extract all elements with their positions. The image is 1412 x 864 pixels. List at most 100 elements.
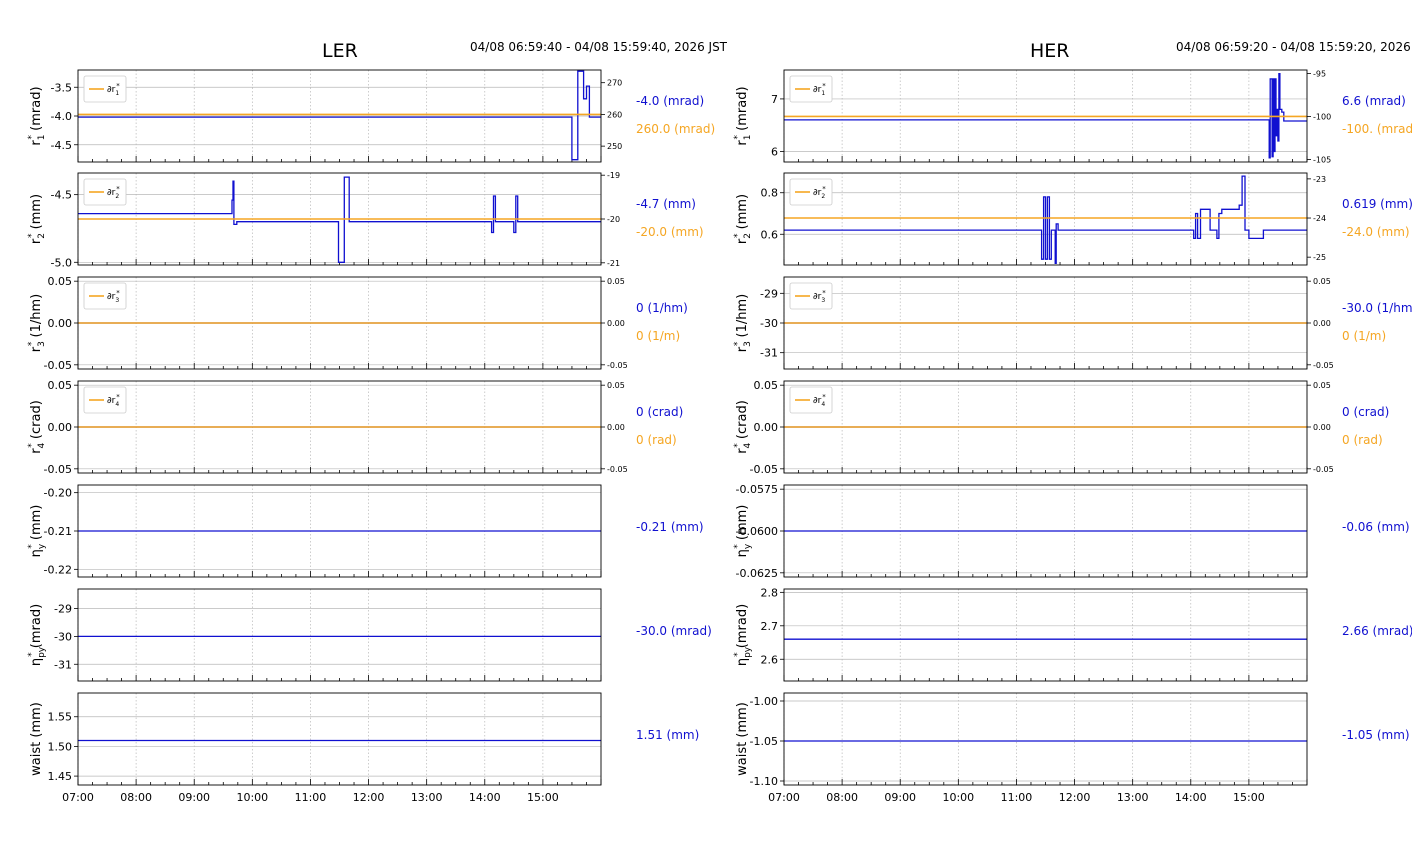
ler-time-range: 04/08 06:59:40 - 04/08 15:59:40, 2026 JS… — [470, 40, 728, 54]
ler-p5-frame — [77, 484, 602, 578]
ler-p3-ylabel: r3* (1/hm) — [27, 294, 47, 352]
ler-p2-ytick-label-1: -4.5 — [51, 189, 72, 202]
ler-p2-legend-box — [83, 178, 127, 206]
her-p1-series-current — [784, 73, 1307, 159]
her-p4-readout-current: 0 (crad) — [1342, 405, 1390, 419]
her-p6-ytick-label-2: 2.8 — [761, 586, 779, 599]
her-p3-ytick-label-0: -31 — [760, 347, 778, 360]
ler-p3-legend-label: ∂r3* — [107, 289, 120, 304]
her-p2-legend-box — [789, 178, 833, 206]
her-p6-readout-current: 2.66 (mrad) — [1342, 624, 1412, 638]
her-p7-ytick-label-0: -1.10 — [750, 775, 778, 788]
her-p4-ytick-right-label-0: -0.05 — [1313, 465, 1334, 474]
ler-panel-1: -4.5 -4.0 -3.5 250 260 270 ∂r1* r1* (mrad) — [27, 69, 622, 163]
her-p6-ytick-label-0: 2.6 — [761, 653, 779, 666]
ler-xtick-label-4: 11:00 — [295, 791, 327, 804]
her-xtick-label-6: 13:00 — [1117, 791, 1149, 804]
her-p1-ytick-right-label-0: -105 — [1313, 155, 1331, 164]
her-panel-3: -31 -30 -29 -0.05 0.00 0.05 ∂r3* r3* (1/hm) — [733, 276, 1334, 370]
her-xtick-label-7: 14:00 — [1175, 791, 1207, 804]
her-xtick-label-8: 15:00 — [1233, 791, 1265, 804]
ler-p1-ytick-right-label-0: 250 — [607, 142, 622, 151]
ler-p1-ylabel: r1* (mrad) — [27, 86, 47, 145]
her-p3-readout-target: 0 (1/m) — [1342, 329, 1387, 343]
ler-xtick-label-7: 14:00 — [469, 791, 501, 804]
ler-p5-readout-current: -0.21 (mm) — [636, 520, 704, 534]
her-p2-ytick-right-label-1: -24 — [1313, 214, 1326, 223]
her-p1-readout-target: -100. (mrad) — [1342, 122, 1412, 136]
ler-xtick-label-0: 07:00 — [62, 791, 94, 804]
ler-p4-ytick-right-label-0: -0.05 — [607, 465, 628, 474]
her-p2-ytick-right-label-0: -25 — [1313, 253, 1326, 262]
ler-panel-2: -5.0 -4.5 -21 -20 -19 ∂r2* r2* (mm) — [27, 171, 620, 269]
ler-p2-ytick-right-label-0: -21 — [607, 259, 620, 268]
ler-p5-ytick-label-0: -0.22 — [44, 563, 72, 576]
her-p2-ylabel: r2* (mm) — [733, 194, 753, 244]
ler-p1-legend-label: ∂r1* — [107, 82, 120, 97]
ler-p2-readout-current: -4.7 (mm) — [636, 197, 696, 211]
ler-p1-ytick-right-label-2: 270 — [607, 79, 622, 88]
ler-p1-frame — [77, 69, 602, 163]
her-xtick-label-3: 10:00 — [942, 791, 974, 804]
ler-p2-series-current — [78, 176, 601, 263]
ler-p4-ytick-right-label-1: 0.00 — [607, 423, 625, 432]
her-p3-ylabel: r3* (1/hm) — [733, 294, 753, 352]
her-p4-legend-box — [789, 386, 833, 414]
her-p1-ytick-right-label-1: -100 — [1313, 112, 1331, 121]
ler-p5-ytick-label-1: -0.21 — [44, 525, 72, 538]
ler-p6-readout-current: -30.0 (mrad) — [636, 624, 712, 638]
ler-p4-ytick-label-2: 0.05 — [48, 379, 73, 392]
her-p7-ytick-label-1: -1.05 — [750, 735, 778, 748]
her-p2-frame — [783, 172, 1308, 266]
her-p2-readout-target: -24.0 (mm) — [1342, 225, 1410, 239]
her-p5-ytick-label-2: -0.0575 — [736, 483, 778, 496]
her-p2-readout-current: 0.619 (mm) — [1342, 197, 1412, 211]
ler-p1-readout-current: -4.0 (mrad) — [636, 94, 705, 108]
her-p7-ylabel: waist (mm) — [735, 702, 750, 776]
her-p1-frame — [783, 69, 1308, 163]
her-p2-ytick-label-0: 0.6 — [761, 228, 779, 241]
her-p4-ytick-label-0: -0.05 — [750, 463, 778, 476]
her-panel-5: -0.0625 -0.0600 -0.0575 ηy* (mm) — [733, 483, 1308, 580]
her-p3-ytick-label-1: -30 — [760, 317, 778, 330]
her-p2-series-current — [784, 175, 1307, 264]
her-p3-readout-current: -30.0 (1/hm) — [1342, 301, 1412, 315]
ler-p2-ytick-label-0: -5.0 — [51, 256, 72, 269]
ler-p6-ytick-label-0: -31 — [54, 658, 72, 671]
her-p5-ytick-label-0: -0.0625 — [736, 567, 778, 580]
her-p4-readout-target: 0 (rad) — [1342, 433, 1383, 447]
ler-p6-ytick-label-2: -29 — [54, 603, 72, 616]
ler-p4-legend-label: ∂r4* — [107, 393, 120, 408]
ler-xtick-label-5: 12:00 — [353, 791, 385, 804]
ler-xtick-label-6: 13:00 — [411, 791, 443, 804]
her-p4-legend-label: ∂r4* — [813, 393, 826, 408]
ler-panel-5: -0.22 -0.21 -0.20 ηy* (mm) — [27, 484, 602, 578]
ler-p2-ylabel: r2* (mm) — [27, 194, 47, 244]
ler-panel-6: -31 -30 -29 ηpy* (mrad) — [27, 588, 602, 682]
her-p1-ytick-right-label-2: -95 — [1313, 69, 1326, 78]
ler-p1-ytick-label-2: -3.5 — [51, 81, 72, 94]
ler-panel-3: -0.05 0.00 0.05 -0.05 0.00 0.05 ∂r3* r3* (1/hm) — [27, 275, 628, 372]
her-xtick-label-4: 11:00 — [1001, 791, 1033, 804]
ler-p2-legend-label: ∂r2* — [107, 185, 120, 200]
ler-panel-4: -0.05 0.00 0.05 -0.05 0.00 0.05 ∂r4* r4* (crad) — [27, 379, 628, 476]
her-p7-ytick-label-2: -1.00 — [750, 695, 778, 708]
her-p3-ytick-right-label-2: 0.05 — [1313, 277, 1331, 286]
her-p4-ytick-right-label-1: 0.00 — [1313, 423, 1331, 432]
ler-p2-ytick-right-label-1: -20 — [607, 215, 620, 224]
ler-p3-frame — [77, 276, 602, 370]
ler-p4-ylabel: r4* (crad) — [27, 400, 47, 454]
her-p5-frame — [783, 484, 1308, 578]
her-p4-ytick-label-2: 0.05 — [754, 379, 779, 392]
ler-p2-ytick-right-label-2: -19 — [607, 171, 620, 180]
her-p4-ytick-label-1: 0.00 — [754, 421, 779, 434]
her-p3-legend-label: ∂r3* — [813, 289, 826, 304]
ler-xtick-label-1: 08:00 — [120, 791, 152, 804]
ler-p3-ytick-right-label-0: -0.05 — [607, 361, 628, 370]
her-panel-6: 2.6 2.7 2.8 ηpy* (mrad) — [733, 586, 1308, 682]
ler-p5-ytick-label-2: -0.20 — [44, 487, 72, 500]
ler-p3-ytick-right-label-2: 0.05 — [607, 277, 625, 286]
her-xtick-label-5: 12:00 — [1059, 791, 1091, 804]
ler-p4-readout-current: 0 (crad) — [636, 405, 684, 419]
